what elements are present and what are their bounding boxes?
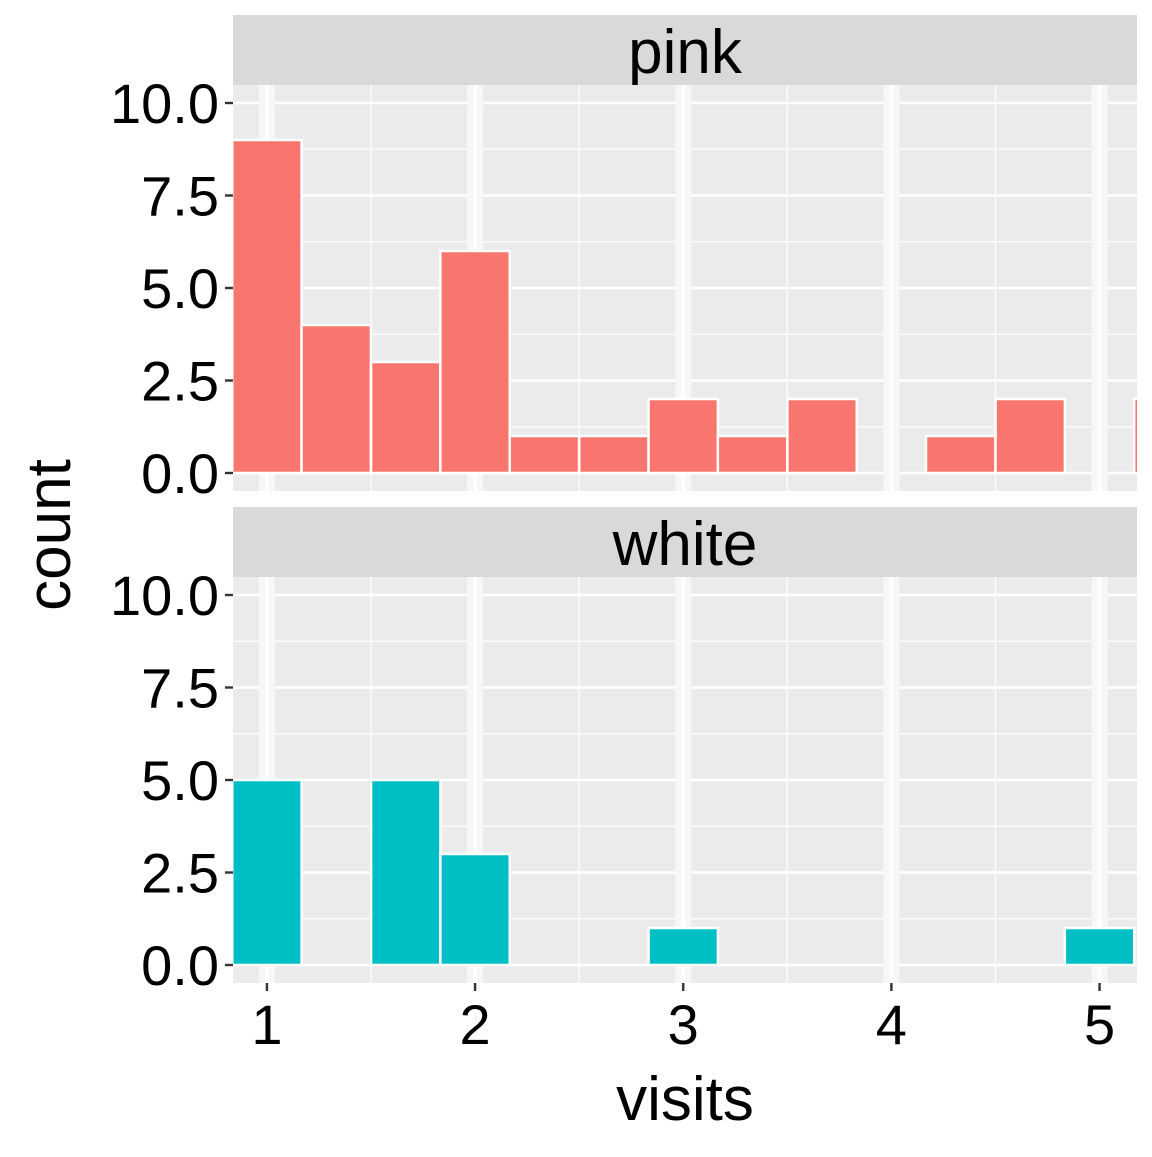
histogram-bar <box>233 138 303 475</box>
y-axis-label: count <box>15 459 84 611</box>
histogram-bar <box>369 360 442 475</box>
histogram-bar <box>508 434 581 475</box>
y-tick-label: 10.0 <box>110 564 219 627</box>
y-tick-label: 0.0 <box>141 442 219 505</box>
x-tick-label: 4 <box>876 993 907 1056</box>
histogram-bar <box>233 778 303 967</box>
facet-white: white 0.0 2.5 5.0 7.5 10.0 <box>110 507 1137 997</box>
y-tick-label: 7.5 <box>141 657 219 720</box>
x-tick-label: 2 <box>460 993 491 1056</box>
x-tick-label: 5 <box>1084 993 1115 1056</box>
facet-pink: pink 0.0 2.5 5.0 7.5 10.0 <box>110 15 1137 505</box>
y-tick-label: 2.5 <box>141 350 219 413</box>
x-axis-label: visits <box>616 1065 754 1134</box>
histogram-bar <box>716 434 789 475</box>
y-tick-label: 5.0 <box>141 257 219 320</box>
histogram-bar <box>924 434 997 475</box>
facet-strip <box>233 15 1137 85</box>
y-tick-label: 10.0 <box>110 72 219 135</box>
panel-content <box>233 577 1137 983</box>
histogram-bar <box>369 778 442 967</box>
y-tick-label: 0.0 <box>141 934 219 997</box>
histogram-bar <box>647 397 720 475</box>
facet-strip-label: pink <box>628 18 743 87</box>
histogram-bar <box>1063 926 1136 967</box>
histogram-bar <box>577 434 650 475</box>
facet-strip-label: white <box>612 510 758 579</box>
histogram-bar <box>1132 397 1137 475</box>
x-tick-label: 3 <box>668 993 699 1056</box>
y-tick-label: 2.5 <box>141 842 219 905</box>
histogram-bar <box>647 926 720 967</box>
y-tick-label: 7.5 <box>141 165 219 228</box>
facet-strip <box>233 507 1137 577</box>
histogram-bar <box>439 852 512 967</box>
histogram-bar <box>439 249 512 475</box>
histogram-bar <box>786 397 859 475</box>
histogram-bar <box>300 323 373 475</box>
x-tick-label: 1 <box>251 993 282 1056</box>
y-tick-label: 5.0 <box>141 749 219 812</box>
histogram-bar <box>994 397 1067 475</box>
panel-content <box>233 85 1137 491</box>
